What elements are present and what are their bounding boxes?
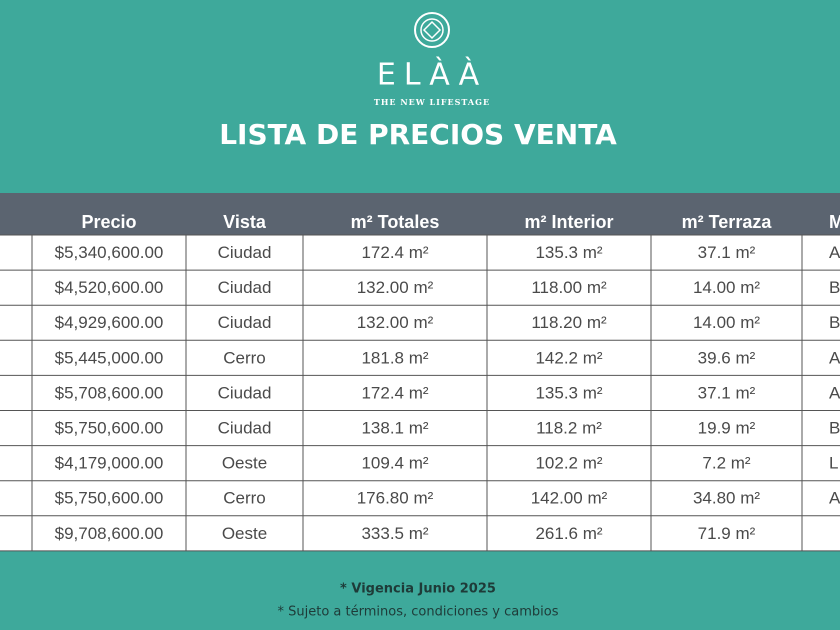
cell: B (829, 419, 840, 438)
cell: $5,750,600.00 (55, 489, 164, 508)
table-header-bar (0, 193, 840, 235)
cell: Cerro (223, 348, 266, 367)
cell: Cerro (223, 489, 266, 508)
cell: Ciudad (218, 243, 272, 262)
cell: $4,929,600.00 (55, 313, 164, 332)
cell: 118.20 m² (531, 313, 607, 332)
cell: 109.4 m² (361, 454, 428, 473)
cell: A (829, 348, 840, 367)
cell: 181.8 m² (361, 348, 428, 367)
cell: $5,750,600.00 (55, 419, 164, 438)
cell: 132.00 m² (357, 313, 434, 332)
cell: A (829, 243, 840, 262)
cell: A (829, 489, 840, 508)
column-header: m² Totales (351, 212, 440, 232)
cell: 172.4 m² (361, 243, 428, 262)
cell: 135.3 m² (535, 383, 602, 402)
cell: Oeste (222, 454, 267, 473)
cell: 142.00 m² (531, 489, 608, 508)
cell: 14.00 m² (693, 313, 760, 332)
cell: 333.5 m² (361, 524, 428, 543)
column-header: Vista (223, 212, 267, 232)
cell: 19.9 m² (698, 419, 756, 438)
title: LISTA DE PRECIOS VENTA (219, 118, 617, 151)
cell: 37.1 m² (698, 383, 756, 402)
cell: 138.1 m² (361, 419, 428, 438)
cell: 142.2 m² (535, 348, 602, 367)
column-header: Precio (81, 212, 136, 232)
cell: $5,708,600.00 (55, 383, 164, 402)
cell: 118.2 m² (536, 419, 602, 438)
cell: Ciudad (218, 383, 272, 402)
cell: Ciudad (218, 278, 272, 297)
cell: $4,520,600.00 (55, 278, 164, 297)
cell: $5,340,600.00 (55, 243, 164, 262)
cell: A (829, 383, 840, 402)
cell: 7.2 m² (702, 454, 751, 473)
column-header: m² Terraza (682, 212, 773, 232)
cell: $5,445,000.00 (55, 348, 164, 367)
cell: Ciudad (218, 419, 272, 438)
cell: 261.6 m² (535, 524, 602, 543)
cell: 135.3 m² (535, 243, 602, 262)
cell: 14.00 m² (693, 278, 760, 297)
cell: 39.6 m² (698, 348, 756, 367)
cell: 172.4 m² (361, 383, 428, 402)
cell: B (829, 278, 840, 297)
cell: Oeste (222, 524, 267, 543)
cell: 34.80 m² (693, 489, 760, 508)
table-body (0, 235, 840, 551)
column-header: m² Interior (524, 212, 613, 232)
logo-text: ELÀÀ (377, 57, 487, 93)
cell: $9,708,600.00 (55, 524, 164, 543)
cell: 102.2 m² (535, 454, 602, 473)
cell: 37.1 m² (698, 243, 756, 262)
logo-icon (414, 12, 450, 48)
cell: 71.9 m² (698, 524, 756, 543)
cell: 132.00 m² (357, 278, 434, 297)
cell: L (829, 454, 838, 473)
note: * Sujeto a términos, condiciones y cambi… (278, 605, 559, 620)
table: Precio Vista m² Totales m² Interior m² Terra… (0, 212, 840, 552)
cell: B (829, 313, 840, 332)
cell: Ciudad (218, 313, 272, 332)
column-header: M (829, 212, 840, 232)
cell: $4,179,000.00 (55, 454, 164, 473)
tagline: THE NEW LIFESTAGE (374, 97, 490, 107)
cell: 176.80 m² (357, 489, 434, 508)
validity: * Vigencia Junio 2025 (340, 582, 496, 597)
cell: 118.00 m² (531, 278, 607, 297)
